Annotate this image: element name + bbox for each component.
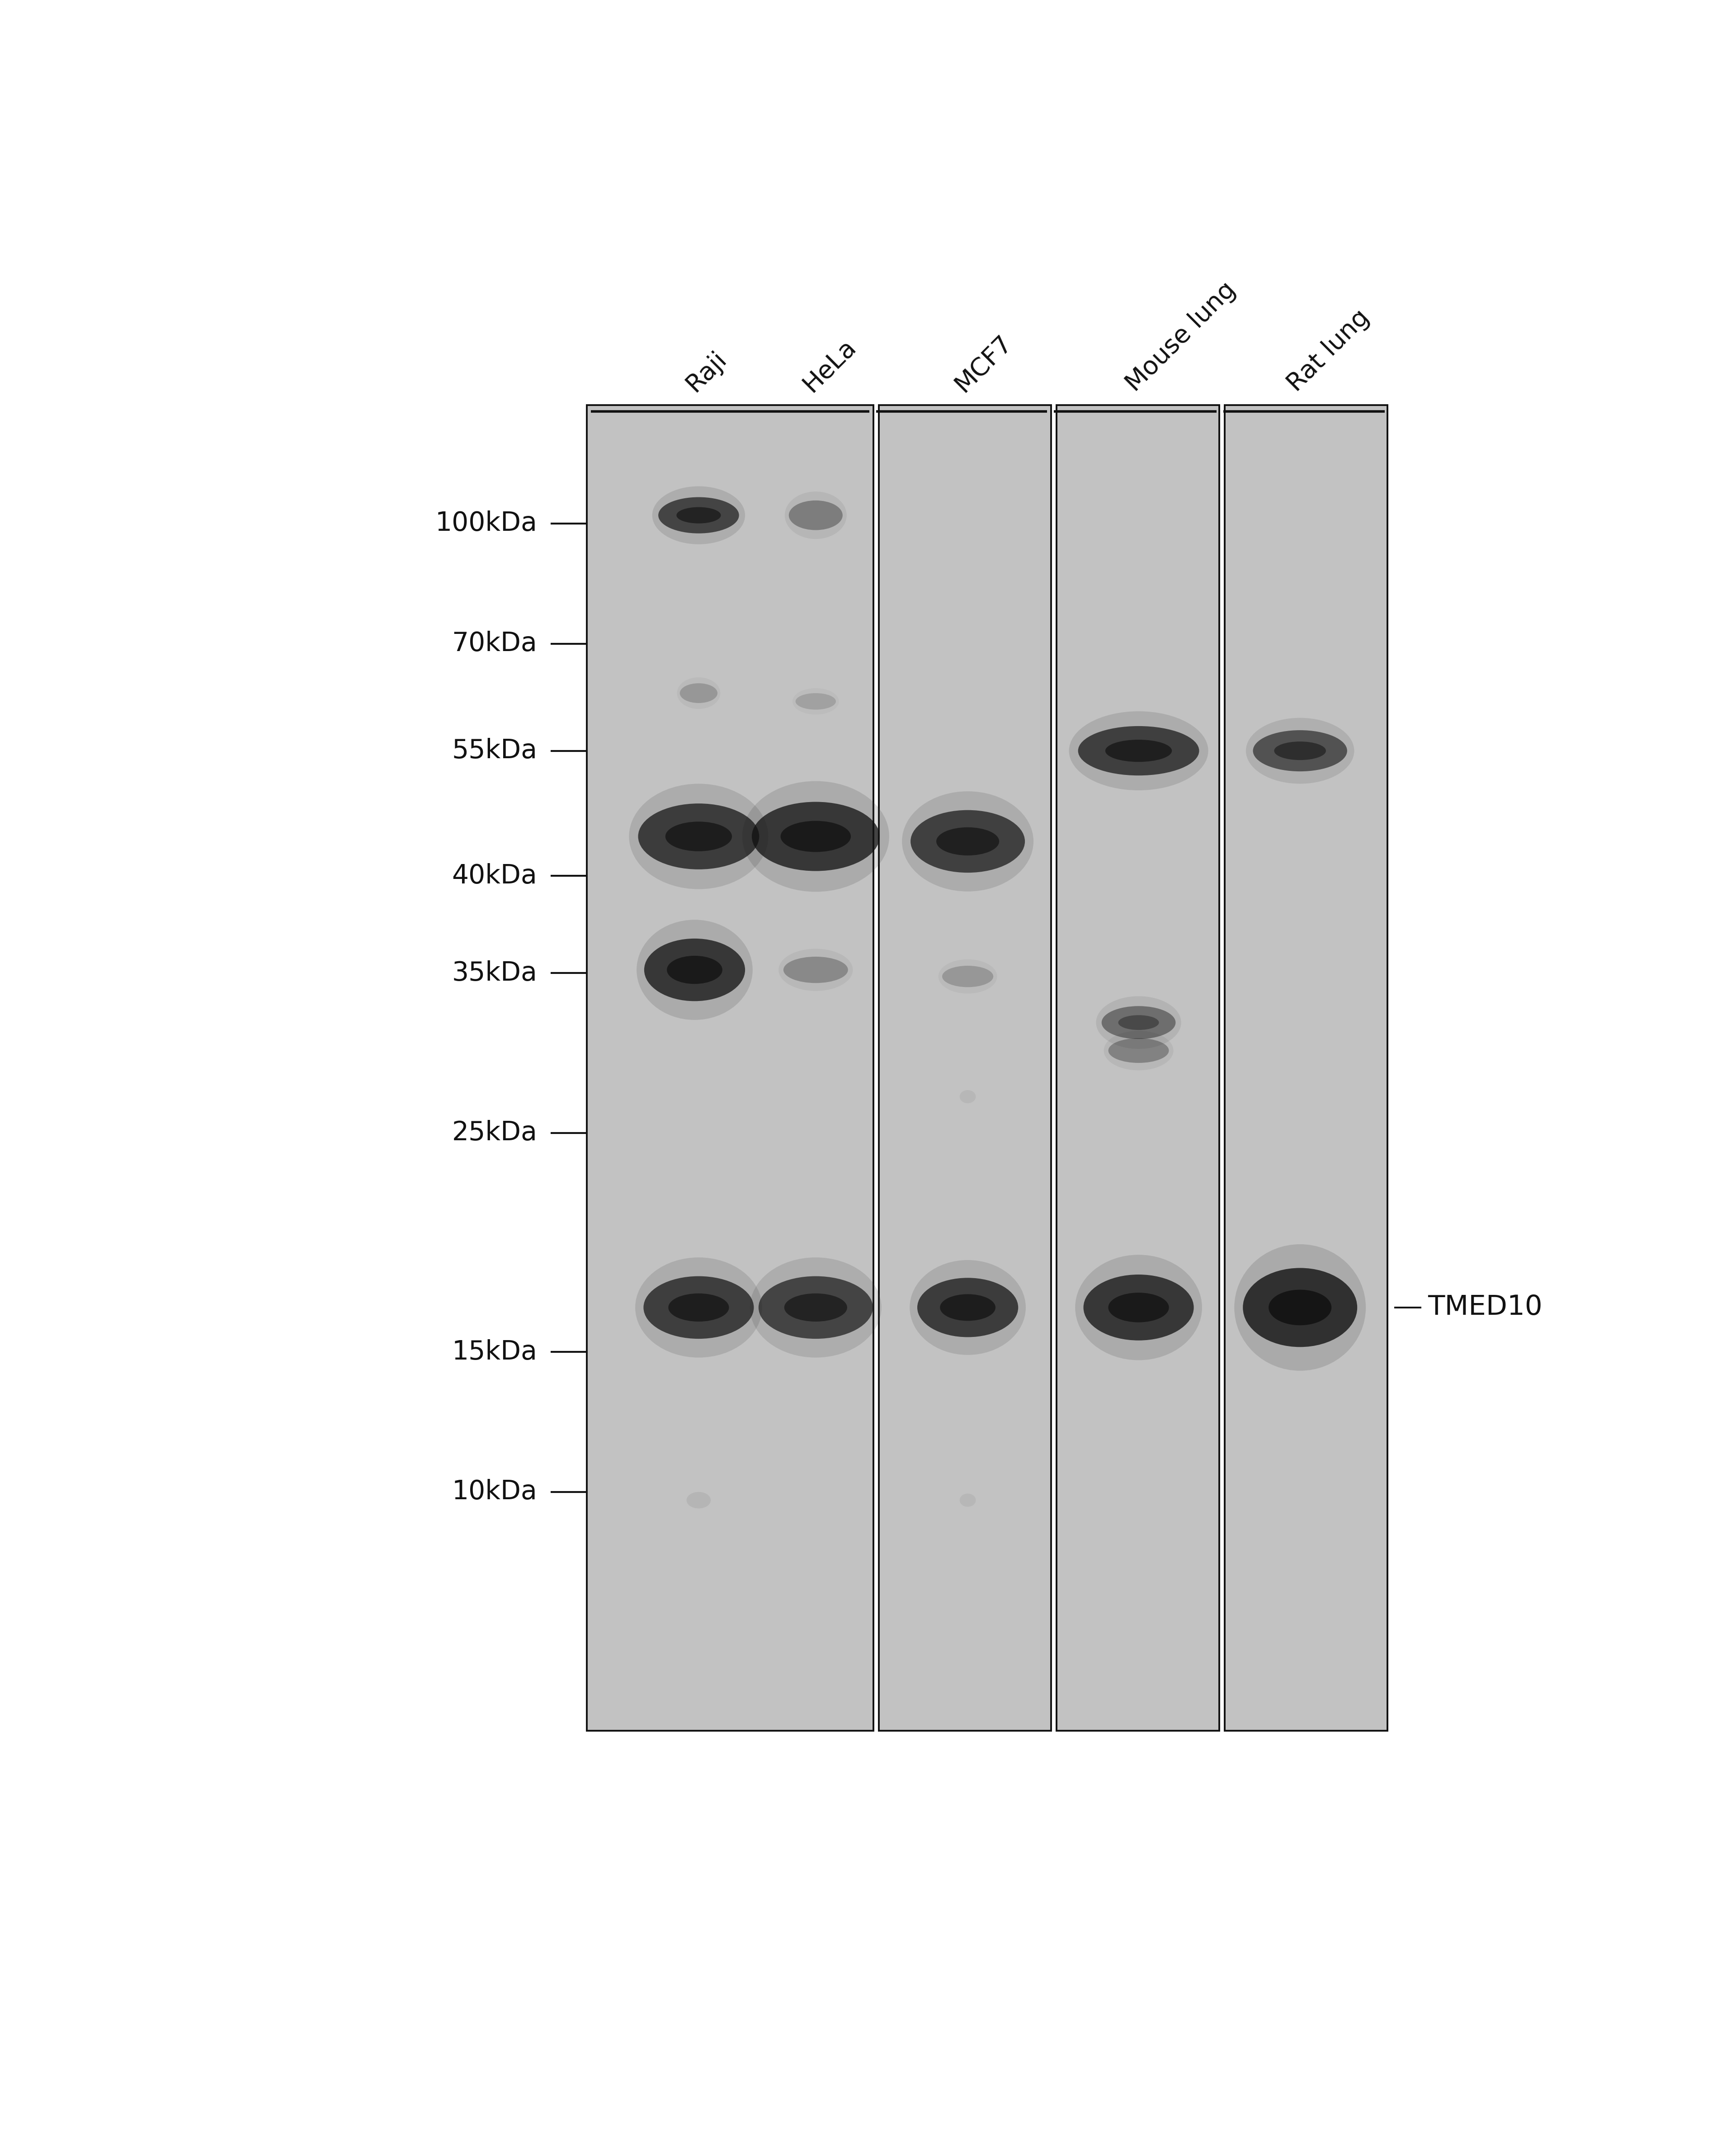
Ellipse shape xyxy=(1246,719,1354,783)
Ellipse shape xyxy=(960,1493,976,1506)
Ellipse shape xyxy=(1269,1290,1332,1326)
FancyBboxPatch shape xyxy=(587,404,873,1730)
Ellipse shape xyxy=(960,1091,976,1104)
Ellipse shape xyxy=(1106,740,1172,761)
Text: 55kDa: 55kDa xyxy=(451,738,536,764)
Text: 25kDa: 25kDa xyxy=(451,1121,536,1147)
Text: 40kDa: 40kDa xyxy=(451,862,536,890)
FancyBboxPatch shape xyxy=(878,404,1050,1730)
Ellipse shape xyxy=(917,1277,1019,1337)
Ellipse shape xyxy=(1243,1268,1358,1348)
Ellipse shape xyxy=(795,693,837,710)
Ellipse shape xyxy=(637,920,753,1020)
Text: 10kDa: 10kDa xyxy=(451,1478,536,1506)
Ellipse shape xyxy=(668,1294,729,1322)
Text: HeLa: HeLa xyxy=(799,334,861,396)
Text: Mouse lung: Mouse lung xyxy=(1121,278,1241,396)
Ellipse shape xyxy=(677,507,720,524)
Ellipse shape xyxy=(665,821,733,851)
Ellipse shape xyxy=(667,956,722,984)
Ellipse shape xyxy=(1234,1245,1366,1371)
Text: Raji: Raji xyxy=(682,347,731,396)
Ellipse shape xyxy=(1274,742,1326,759)
Ellipse shape xyxy=(628,783,769,890)
Ellipse shape xyxy=(1108,1037,1168,1063)
Ellipse shape xyxy=(936,828,1000,856)
Ellipse shape xyxy=(639,804,759,868)
Ellipse shape xyxy=(1102,1005,1175,1040)
Ellipse shape xyxy=(743,781,889,892)
Ellipse shape xyxy=(1078,725,1200,776)
Ellipse shape xyxy=(644,939,745,1001)
Ellipse shape xyxy=(759,1277,873,1339)
Ellipse shape xyxy=(1083,1275,1194,1341)
Ellipse shape xyxy=(943,965,993,986)
Text: TMED10: TMED10 xyxy=(1427,1294,1543,1320)
Ellipse shape xyxy=(1095,997,1180,1048)
Ellipse shape xyxy=(1069,712,1208,789)
Ellipse shape xyxy=(911,811,1024,873)
Ellipse shape xyxy=(658,496,740,533)
Ellipse shape xyxy=(644,1277,753,1339)
Ellipse shape xyxy=(910,1260,1026,1354)
Text: 70kDa: 70kDa xyxy=(451,631,536,657)
Ellipse shape xyxy=(1108,1292,1168,1322)
Ellipse shape xyxy=(1075,1256,1201,1360)
Ellipse shape xyxy=(635,1258,762,1358)
Ellipse shape xyxy=(939,958,996,992)
Ellipse shape xyxy=(1118,1016,1160,1031)
Text: MCF7: MCF7 xyxy=(951,329,1017,396)
Ellipse shape xyxy=(1104,1031,1174,1070)
Ellipse shape xyxy=(903,791,1033,892)
Ellipse shape xyxy=(677,678,720,708)
Ellipse shape xyxy=(750,1258,882,1358)
Ellipse shape xyxy=(785,492,847,539)
Ellipse shape xyxy=(781,821,851,851)
Ellipse shape xyxy=(752,802,880,871)
Text: Rat lung: Rat lung xyxy=(1283,306,1375,396)
Ellipse shape xyxy=(653,486,745,543)
Text: 15kDa: 15kDa xyxy=(451,1339,536,1365)
Text: 35kDa: 35kDa xyxy=(451,960,536,986)
Ellipse shape xyxy=(788,501,842,530)
Ellipse shape xyxy=(778,950,852,990)
Ellipse shape xyxy=(785,1294,847,1322)
Ellipse shape xyxy=(939,1294,995,1320)
Ellipse shape xyxy=(783,956,847,984)
FancyBboxPatch shape xyxy=(1224,404,1387,1730)
Ellipse shape xyxy=(1253,729,1347,772)
Text: 100kDa: 100kDa xyxy=(436,511,536,537)
Ellipse shape xyxy=(686,1493,710,1508)
FancyBboxPatch shape xyxy=(1057,404,1219,1730)
Ellipse shape xyxy=(681,682,717,704)
